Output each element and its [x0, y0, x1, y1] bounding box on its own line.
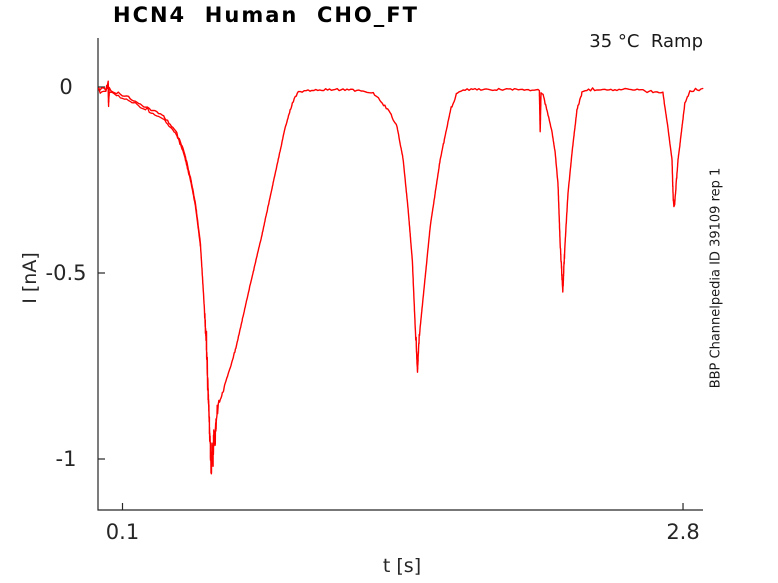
- y-axis-label: I [nA]: [19, 252, 41, 304]
- current-trace: [97, 80, 704, 475]
- y-tick-label--1: -1: [55, 447, 77, 471]
- axes-spines: [97, 38, 703, 511]
- axis-ticks: [98, 86, 684, 510]
- x-tick-label-0.1: 0.1: [105, 520, 140, 544]
- temperature-protocol-annotation: 35 °C Ramp: [589, 31, 703, 52]
- chart-title: HCN4 Human CHO_FT: [113, 3, 419, 27]
- y-tick-label--0.5: -0.5: [45, 261, 87, 285]
- channelpedia-id-annotation: BBP Channelpedia ID 39109 rep 1: [708, 167, 724, 389]
- x-tick-label-2.8: 2.8: [666, 520, 700, 544]
- x-axis-label: t [s]: [382, 555, 422, 577]
- y-tick-label-0: 0: [59, 75, 73, 99]
